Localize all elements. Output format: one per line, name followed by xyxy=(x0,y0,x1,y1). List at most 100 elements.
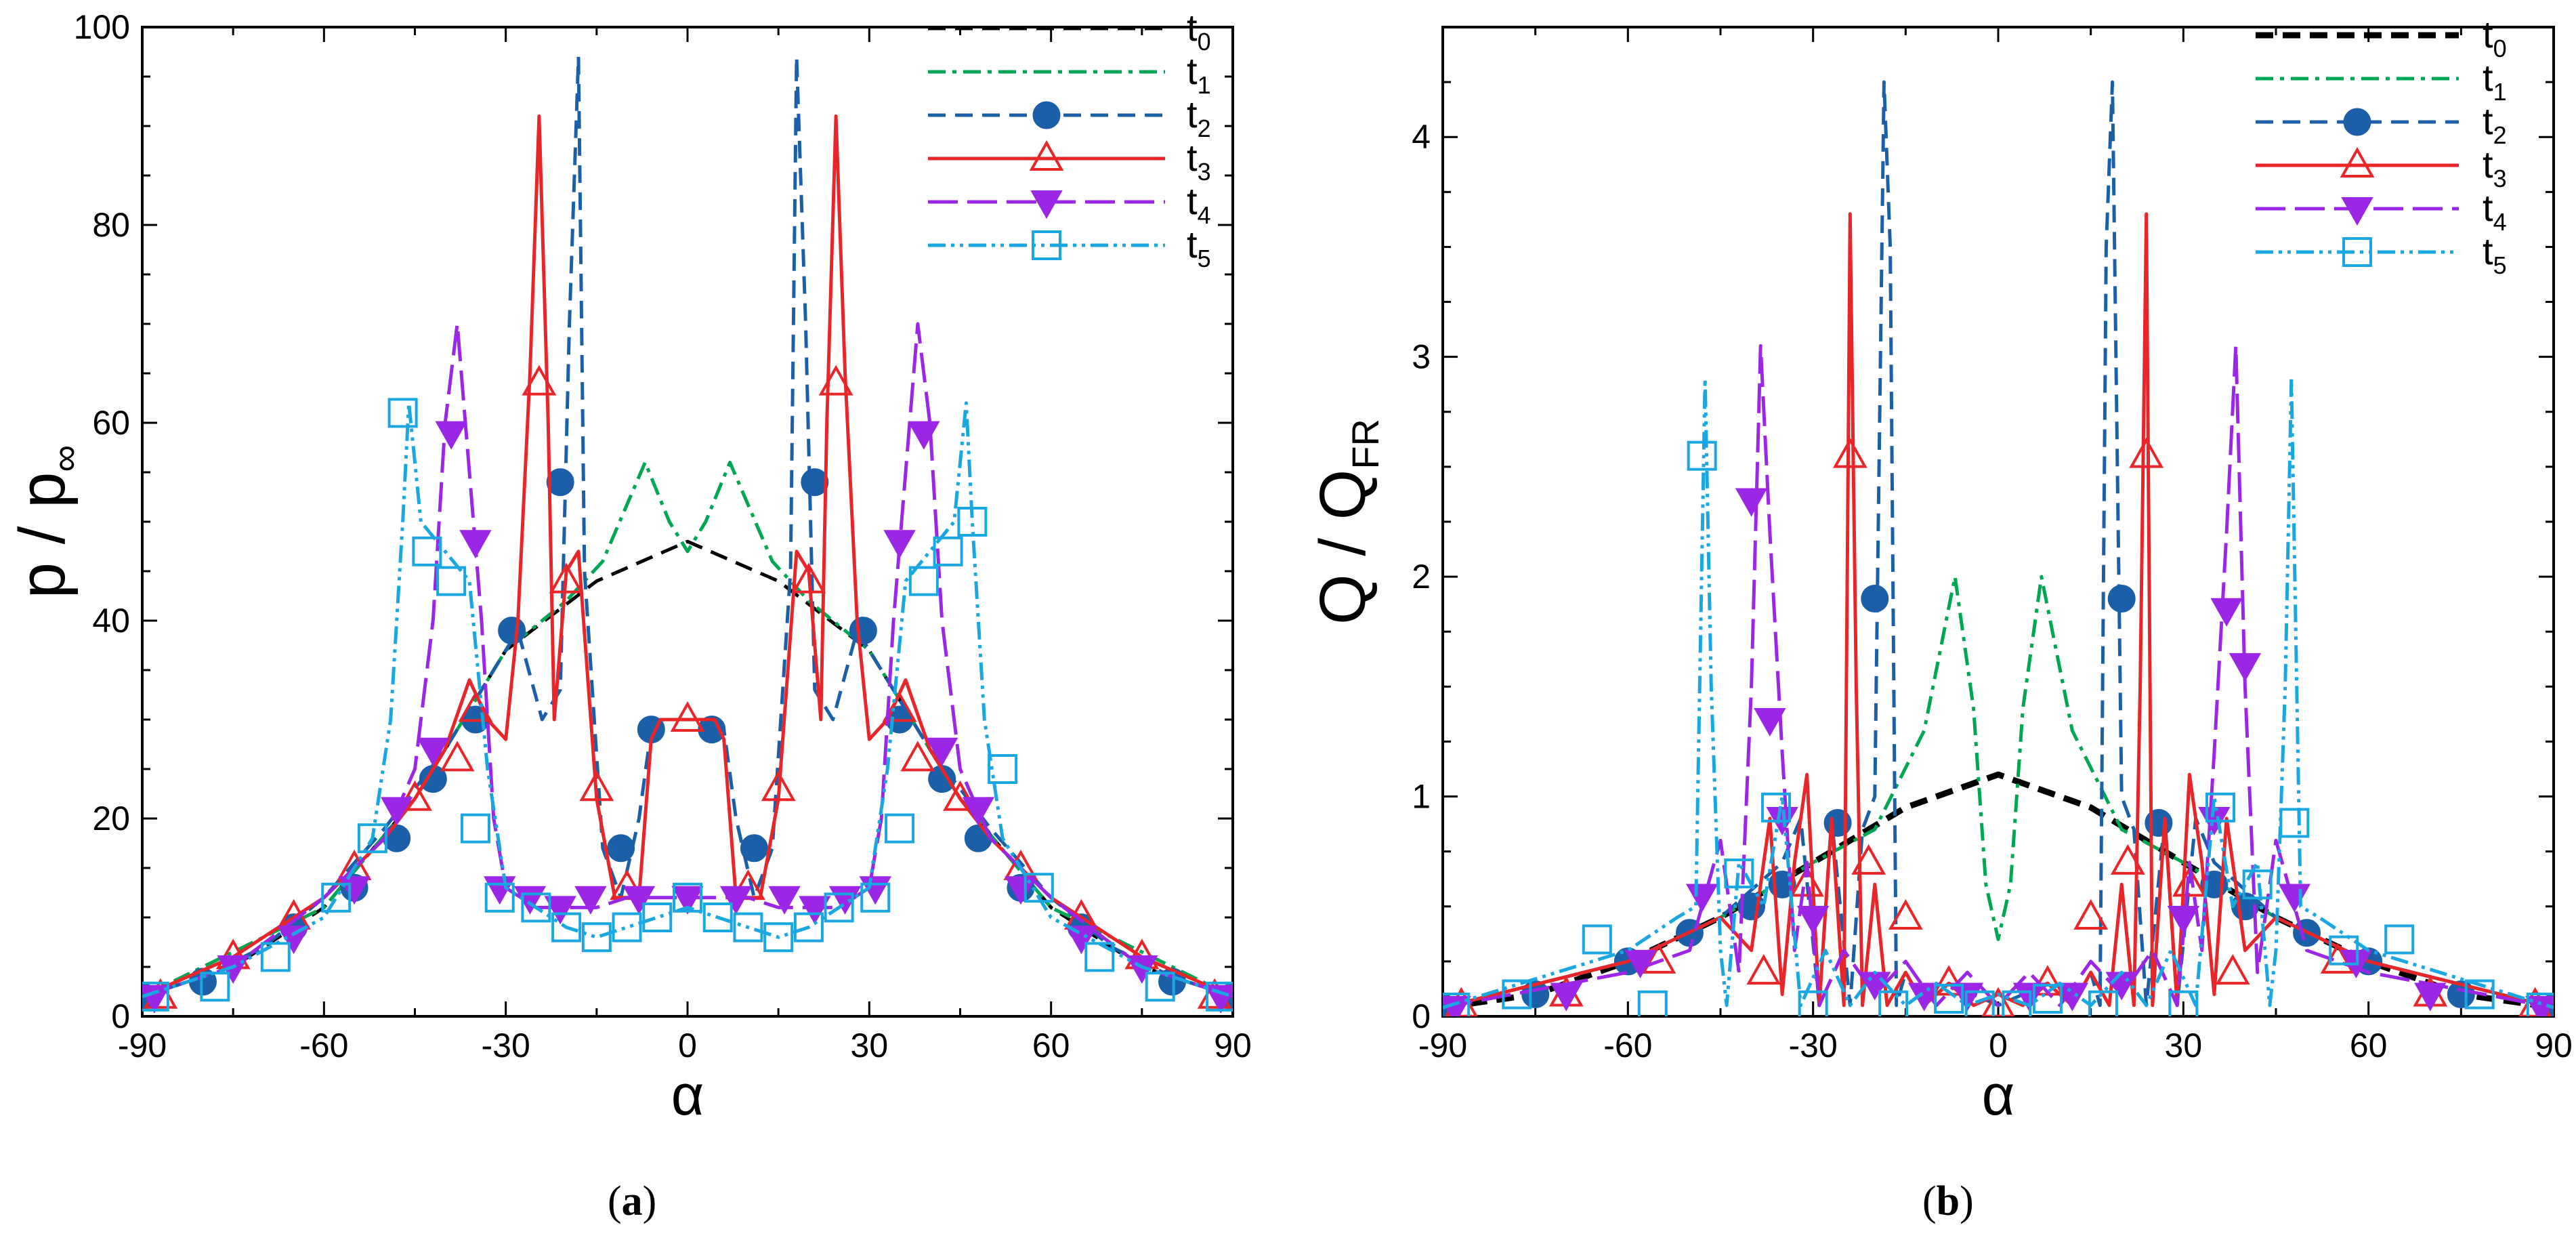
series-marker-t5 xyxy=(357,823,387,854)
series-marker-t2 xyxy=(801,468,829,497)
legend-label-subscript: 5 xyxy=(2493,251,2507,279)
series-marker-t4 xyxy=(2414,982,2447,1012)
y-axis-label: Q / QFR xyxy=(1307,419,1387,625)
series-marker-t5 xyxy=(1687,440,1717,471)
series-marker-t5 xyxy=(988,754,1018,784)
legend-label-t0: t0 xyxy=(1187,6,1211,56)
series-marker-t4 xyxy=(1005,876,1037,905)
series-marker-t3 xyxy=(2110,844,2145,875)
series-marker-t5 xyxy=(612,912,642,942)
series-marker-t5 xyxy=(2464,979,2495,1010)
y-tick-label: 3 xyxy=(1412,338,1431,376)
series-marker-t4 xyxy=(2210,598,2243,627)
series-marker-t5 xyxy=(2002,990,2032,1016)
series-marker-t5 xyxy=(763,922,794,953)
series-marker-t4 xyxy=(799,896,831,925)
legend-marker-t5 xyxy=(2342,237,2372,267)
series-marker-t3 xyxy=(522,365,557,396)
plot-area xyxy=(142,55,1233,1014)
series-marker-t3 xyxy=(1888,898,1923,930)
legend-label-subscript: 2 xyxy=(2493,121,2507,149)
series-line-t2 xyxy=(142,55,1233,999)
legend-label-subscript: 5 xyxy=(1198,245,1211,272)
series-marker-t5 xyxy=(793,912,824,942)
series-line-t4 xyxy=(1443,344,2554,1010)
series-marker-t5 xyxy=(2242,869,2273,900)
x-tick-label: -30 xyxy=(482,1027,530,1064)
series-marker-t3 xyxy=(549,562,584,594)
series-marker-t5 xyxy=(673,882,702,913)
series-marker-t4 xyxy=(380,797,413,826)
series-marker-t5 xyxy=(2526,993,2554,1016)
series-marker-t4 xyxy=(142,984,171,1014)
series-marker-t5 xyxy=(1798,990,1828,1016)
legend-marker-t2 xyxy=(1032,101,1061,129)
series-marker-t4 xyxy=(719,886,753,915)
series-marker-t4 xyxy=(1550,982,1582,1012)
series-marker-t4 xyxy=(1204,984,1233,1014)
series-marker-t5 xyxy=(702,903,733,932)
y-tick-label: 60 xyxy=(92,404,130,442)
series-marker-t5 xyxy=(1878,990,1909,1016)
series-marker-t4 xyxy=(277,926,310,955)
series-marker-t5 xyxy=(908,566,939,596)
x-tick-label: 90 xyxy=(2535,1027,2573,1064)
series-marker-t3 xyxy=(1746,954,1781,985)
series-marker-t5 xyxy=(1145,972,1175,1002)
legend-label-t0: t0 xyxy=(2483,13,2507,62)
series-marker-t4 xyxy=(1624,949,1657,978)
series-marker-t5 xyxy=(321,882,352,913)
legend-label-subscript: 1 xyxy=(1198,71,1211,99)
series-marker-t5 xyxy=(933,536,963,566)
series-marker-t5 xyxy=(1502,979,1532,1010)
y-tick-label: 20 xyxy=(92,800,130,837)
x-tick-label: -90 xyxy=(118,1027,167,1064)
series-marker-t4 xyxy=(459,530,492,559)
series-marker-t5 xyxy=(387,398,418,428)
legend-label-t5: t5 xyxy=(1187,223,1211,272)
legend-label-subscript: 0 xyxy=(2493,35,2507,62)
legend-label-t4: t4 xyxy=(2483,186,2507,236)
x-axis-label: α xyxy=(1982,1063,2015,1127)
series-marker-t2 xyxy=(607,834,635,863)
series-marker-t5 xyxy=(824,892,854,923)
legend-label-t3: t3 xyxy=(1187,136,1211,186)
series-marker-t2 xyxy=(740,834,768,863)
plot-area xyxy=(1443,80,2554,1016)
series-marker-t4 xyxy=(2525,996,2554,1016)
y-tick-label: 0 xyxy=(1412,997,1431,1035)
series-marker-t3 xyxy=(900,741,935,772)
series-marker-t5 xyxy=(1206,981,1233,1012)
legend-label-subscript: 4 xyxy=(1198,201,1211,229)
series-marker-t3 xyxy=(440,741,475,772)
y-tick-label: 2 xyxy=(1412,558,1431,596)
series-marker-t4 xyxy=(1735,488,1768,517)
legend-label-subscript: 3 xyxy=(2493,165,2507,192)
series-marker-t5 xyxy=(551,912,582,942)
series-marker-t2 xyxy=(2107,585,2136,613)
plot-frame xyxy=(141,26,1234,1018)
y-axis-label: p / p∞ xyxy=(6,445,86,599)
legend-label-t1: t1 xyxy=(1187,49,1211,99)
series-line-t3 xyxy=(1443,212,2554,1010)
series-marker-t5 xyxy=(642,903,673,932)
series-marker-t3 xyxy=(1832,437,1867,468)
y-axis-label-subscript: FR xyxy=(1344,419,1387,470)
caption-a-letter: a xyxy=(621,1178,643,1224)
series-marker-t5 xyxy=(957,507,988,537)
series-marker-t2 xyxy=(2145,808,2173,837)
series-marker-t4 xyxy=(574,886,607,915)
caption-b: (b) xyxy=(1922,1178,1974,1226)
series-marker-t5 xyxy=(200,972,230,1002)
series-marker-t5 xyxy=(521,892,551,923)
x-tick-label: 90 xyxy=(1214,1027,1252,1064)
series-marker-t4 xyxy=(1796,906,1830,935)
series-marker-t4 xyxy=(1754,708,1786,737)
legend-marker-t5 xyxy=(1032,230,1061,260)
y-axis-label-subscript: ∞ xyxy=(43,445,86,472)
series-marker-t3 xyxy=(398,780,432,811)
series-marker-t4 xyxy=(417,737,450,766)
